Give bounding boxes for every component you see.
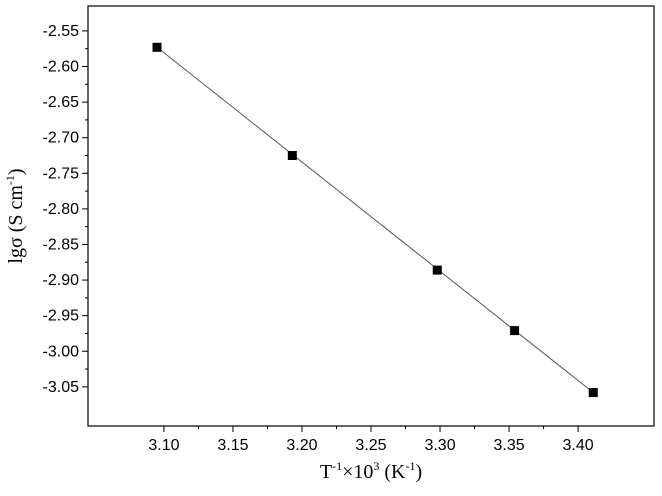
y-tick-label: -3.00: [43, 343, 80, 360]
y-tick-label: -2.95: [43, 308, 80, 325]
x-tick-label: 3.40: [563, 437, 594, 454]
x-axis-ticks: 3.10 3.15 3.20 3.25 3.30 3.35 3.40: [148, 426, 594, 454]
fit-line: [156, 46, 594, 393]
data-point: [287, 150, 297, 160]
data-points: [152, 42, 598, 398]
y-tick-label: -2.65: [43, 94, 80, 111]
x-tick-label: 3.15: [217, 437, 248, 454]
y-tick-label: -2.80: [43, 201, 80, 218]
fit-line-group: [156, 46, 594, 393]
x-tick-label: 3.25: [355, 437, 386, 454]
data-point: [510, 326, 520, 336]
y-tick-label: -3.05: [43, 379, 80, 396]
y-tick-label: -2.85: [43, 236, 80, 253]
y-axis-title: lgσ (S cm-1): [3, 168, 27, 263]
y-tick-label: -2.75: [43, 165, 80, 182]
data-point: [152, 42, 162, 52]
x-tick-label: 3.10: [148, 437, 179, 454]
x-axis-title: T-1×103 (K-1): [320, 459, 422, 483]
y-tick-label: -2.90: [43, 272, 80, 289]
x-tick-label: 3.35: [493, 437, 524, 454]
x-tick-label: 3.20: [286, 437, 317, 454]
y-axis-ticks: -2.55 -2.60 -2.65 -2.70 -2.75 -2.80 -2.85 -2.90…: [43, 23, 88, 396]
y-tick-label: -2.70: [43, 130, 80, 147]
y-tick-label: -2.55: [43, 23, 80, 40]
data-point: [432, 265, 442, 275]
data-point: [588, 388, 598, 398]
x-tick-label: 3.30: [424, 437, 455, 454]
y-tick-label: -2.60: [43, 59, 80, 76]
